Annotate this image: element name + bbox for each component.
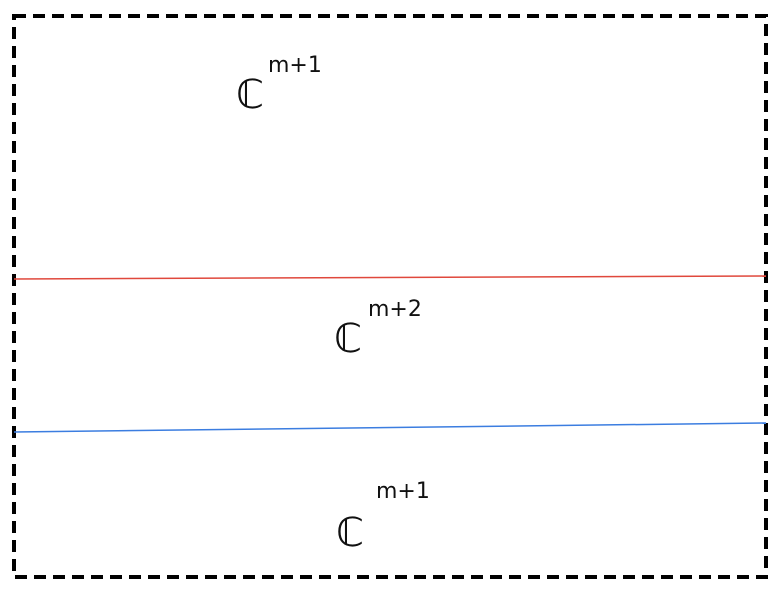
region-exponent: m+1	[268, 53, 322, 78]
blue-divider	[13, 422, 767, 433]
boundary	[12, 14, 768, 579]
region-exponent: m+1	[376, 479, 430, 504]
region-base: ℂ	[334, 316, 362, 362]
red-divider	[13, 275, 767, 280]
region-base: ℂ	[236, 72, 264, 118]
region-base: ℂ	[336, 510, 364, 556]
region-exponent: m+2	[368, 297, 422, 322]
